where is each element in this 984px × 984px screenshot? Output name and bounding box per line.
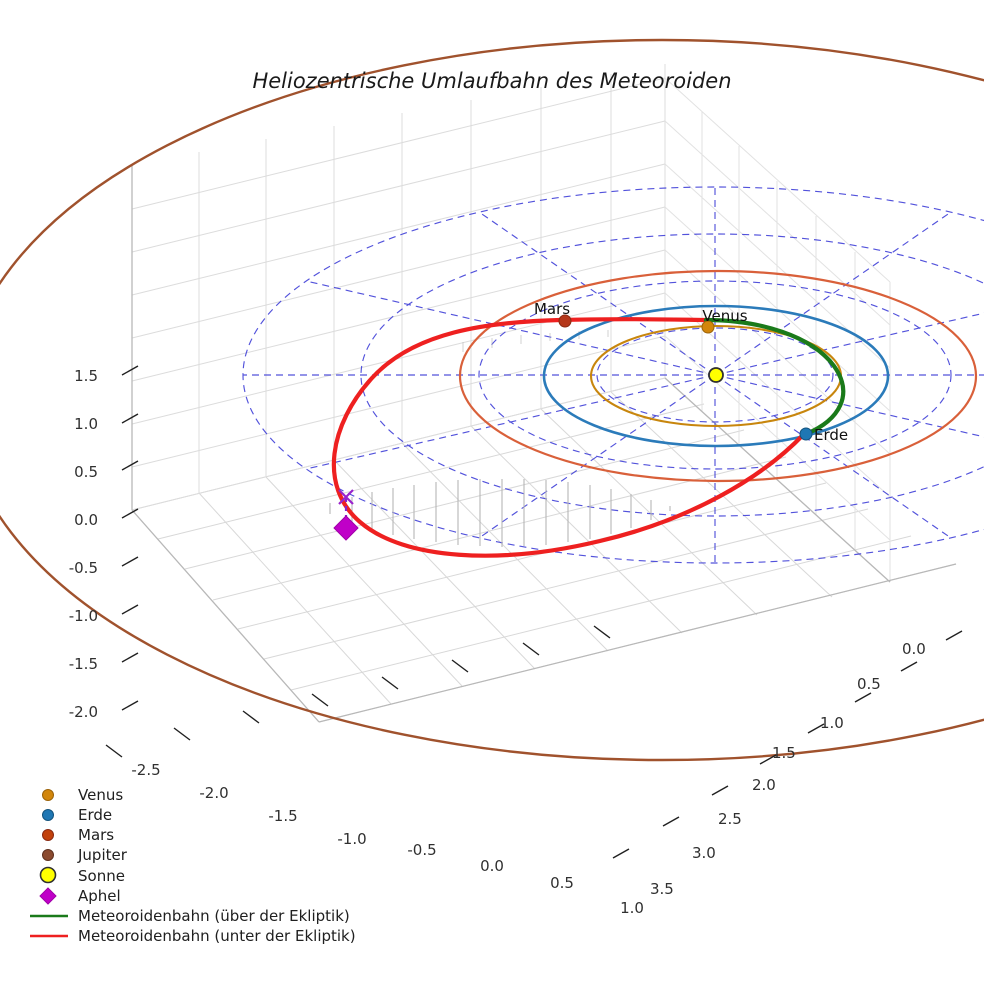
page-title: Heliozentrische Umlaufbahn des Meteoroid… xyxy=(252,69,731,93)
venus-label: Venus xyxy=(702,307,747,325)
legend-item-track-below[interactable]: Meteoroidenbahn (unter der Ekliptik) xyxy=(30,927,356,945)
legend-label: Jupiter xyxy=(77,846,128,864)
legend-label: Sonne xyxy=(78,867,125,885)
aphel-diamond-icon xyxy=(333,515,359,541)
legend-item-sonne[interactable]: Sonne xyxy=(39,866,125,885)
y-tick-label: 0.5 xyxy=(857,675,881,693)
orbit-jupiter xyxy=(0,38,984,762)
x-tick-label: -2.0 xyxy=(199,784,228,802)
z-tick-label: 0.0 xyxy=(74,511,98,529)
venus-marker xyxy=(701,320,715,334)
polar-grid xyxy=(242,186,984,564)
orbit-erde xyxy=(542,304,890,448)
erde-marker xyxy=(799,427,813,441)
y-tick-label: 1.0 xyxy=(820,714,844,732)
legend-label: Meteoroidenbahn (unter der Ekliptik) xyxy=(78,927,356,945)
z-axis: 1.5 1.0 0.5 0.0 -0.5 -1.0 -1.5 -2.0 xyxy=(69,365,139,721)
orbit-drop-lines xyxy=(329,330,671,547)
orbit-mars xyxy=(458,269,978,483)
legend-item-mars[interactable]: Mars xyxy=(42,826,115,844)
legend: Venus Erde Mars Jupiter Sonne xyxy=(30,786,356,945)
legend-marker-circle-icon xyxy=(42,829,54,841)
x-tick-label: -0.5 xyxy=(407,841,436,859)
x-tick-label: -2.5 xyxy=(131,761,160,779)
legend-marker-circle-icon xyxy=(42,809,54,821)
aphel-marker-group xyxy=(333,489,359,541)
erde-label: Erde xyxy=(814,426,848,444)
meteoroid-track-above xyxy=(703,317,846,437)
y-tick-label: 2.0 xyxy=(752,776,776,794)
y-tick-label: 3.0 xyxy=(692,844,716,862)
x-tick-label: 0.5 xyxy=(550,874,574,892)
z-tick-label: -0.5 xyxy=(69,559,98,577)
y-tick-label: 3.5 xyxy=(650,880,674,898)
legend-marker-circle-icon xyxy=(42,789,54,801)
x-tick-label: 1.0 xyxy=(620,899,644,917)
legend-item-aphel[interactable]: Aphel xyxy=(39,887,121,905)
x-tick-label: 0.0 xyxy=(480,857,504,875)
legend-label: Venus xyxy=(78,786,123,804)
y-axis: 0.0 0.5 1.0 1.5 2.0 2.5 3.0 3.5 xyxy=(612,630,963,898)
legend-label: Meteoroidenbahn (über der Ekliptik) xyxy=(78,907,350,925)
x-tick-label: -1.0 xyxy=(337,830,366,848)
legend-marker-circle-icon xyxy=(39,866,57,884)
legend-item-track-above[interactable]: Meteoroidenbahn (über der Ekliptik) xyxy=(30,907,350,925)
mars-marker xyxy=(558,314,572,328)
z-tick-label: 0.5 xyxy=(74,463,98,481)
legend-item-erde[interactable]: Erde xyxy=(42,806,113,824)
planet-markers: Mars Venus Erde xyxy=(534,300,848,444)
legend-item-jupiter[interactable]: Jupiter xyxy=(42,846,128,864)
y-tick-label: 2.5 xyxy=(718,810,742,828)
z-tick-label: -1.5 xyxy=(69,655,98,673)
z-tick-label: -1.0 xyxy=(69,607,98,625)
legend-item-venus[interactable]: Venus xyxy=(42,786,124,804)
mars-label: Mars xyxy=(534,300,570,318)
aphel-projection-cross-icon xyxy=(338,489,354,505)
sonne-marker xyxy=(708,367,724,383)
z-tick-label: 1.0 xyxy=(74,415,98,433)
z-tick-label: 1.5 xyxy=(74,367,98,385)
legend-label: Mars xyxy=(78,826,114,844)
legend-marker-circle-icon xyxy=(42,849,54,861)
legend-label: Aphel xyxy=(78,887,121,905)
x-axis: -2.5 -2.0 -1.5 -1.0 -0.5 0.0 0.5 1.0 xyxy=(105,625,644,917)
axis-spines xyxy=(131,165,957,723)
legend-marker-diamond-icon xyxy=(39,887,57,905)
y-tick-label: 1.5 xyxy=(772,744,796,762)
z-tick-label: -2.0 xyxy=(69,703,98,721)
legend-label: Erde xyxy=(78,806,112,824)
y-tick-label: 0.0 xyxy=(902,640,926,658)
x-tick-label: -1.5 xyxy=(268,807,297,825)
